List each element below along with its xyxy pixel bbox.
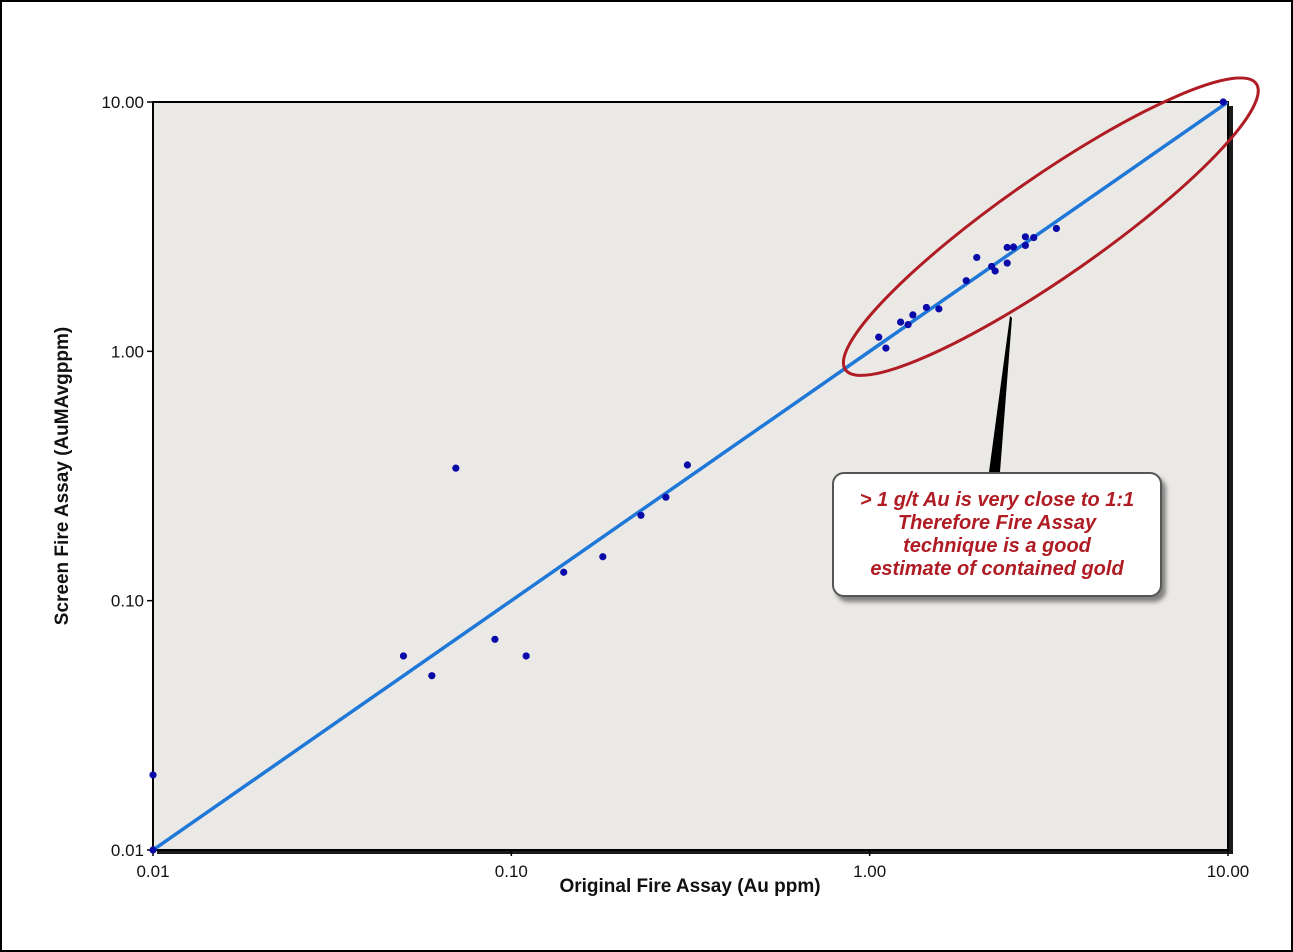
data-point — [1021, 233, 1029, 241]
callout-pointer — [989, 316, 1012, 472]
data-point — [904, 321, 912, 329]
reference-line — [153, 102, 1228, 850]
plot-border — [152, 101, 1229, 851]
data-point — [962, 277, 970, 285]
data-point — [428, 672, 436, 680]
x-tick-label: 0.10 — [495, 862, 528, 881]
x-axis-label: Original Fire Assay (Au ppm) — [559, 876, 820, 897]
data-point — [909, 311, 917, 319]
plot-area-shadow-bottom — [157, 850, 1233, 854]
data-point — [882, 344, 890, 352]
data-point — [522, 652, 530, 660]
plot-area-shadow — [1228, 106, 1233, 854]
axis-ticks: 0.01 0.10 1.00 10.00 0.01 0.10 1.00 10.00 — [101, 93, 1249, 881]
data-point — [683, 461, 692, 469]
data-point — [1003, 259, 1011, 267]
data-point — [560, 568, 568, 576]
x-tick-label: 0.01 — [136, 862, 169, 881]
annotation-group — [841, 76, 1260, 472]
data-point — [875, 333, 883, 341]
data-point — [662, 493, 670, 501]
data-points — [149, 98, 1227, 854]
data-point — [149, 771, 157, 779]
x-tick-label: 1.00 — [853, 862, 886, 881]
y-tick-label: 10.00 — [101, 93, 144, 112]
data-point — [1021, 241, 1029, 249]
data-point — [1052, 224, 1061, 233]
reference-line-group — [153, 102, 1228, 850]
y-tick-label: 0.10 — [111, 592, 144, 611]
data-point — [491, 635, 499, 643]
y-tick-label: 0.01 — [111, 841, 144, 860]
data-point — [149, 846, 157, 854]
data-point — [1030, 233, 1038, 242]
highlight-ellipse — [841, 76, 1260, 377]
data-point — [1009, 243, 1018, 251]
data-point — [973, 253, 981, 262]
data-point — [935, 305, 943, 313]
annotation-text: > 1 g/t Au is very close to 1:1 Therefor… — [859, 488, 1135, 580]
data-point — [1003, 243, 1011, 252]
y-axis-label: Screen Fire Assay (AuMAvgppm) — [52, 327, 73, 625]
annotation-callout: > 1 g/t Au is very close to 1:1 Therefor… — [832, 472, 1162, 597]
data-point — [897, 318, 905, 326]
y-tick-label: 1.00 — [111, 342, 144, 361]
data-point — [922, 303, 931, 312]
data-point — [1219, 98, 1227, 106]
data-point — [599, 553, 607, 561]
x-tick-label: 10.00 — [1207, 862, 1250, 881]
data-point — [452, 464, 460, 472]
data-point — [399, 652, 408, 660]
data-point — [991, 267, 999, 275]
data-point — [637, 511, 645, 519]
